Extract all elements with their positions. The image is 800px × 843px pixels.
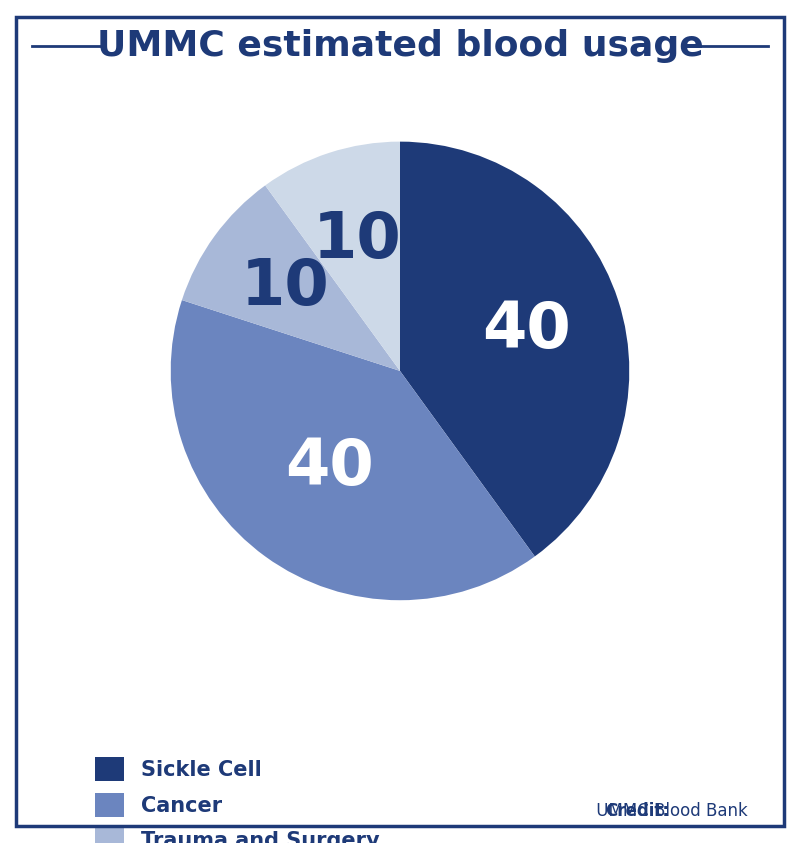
Text: 40: 40 [286,437,374,498]
Text: UMMC Blood Bank: UMMC Blood Bank [591,802,748,820]
Text: Credit:: Credit: [605,802,669,820]
Text: 10: 10 [313,209,402,271]
Wedge shape [400,142,630,556]
Wedge shape [182,185,400,371]
Wedge shape [266,142,400,371]
Wedge shape [170,300,534,600]
Text: 10: 10 [241,256,330,319]
Text: 40: 40 [482,298,571,361]
Text: UMMC estimated blood usage: UMMC estimated blood usage [97,30,703,63]
Legend: Sickle Cell, Cancer, Trauma and Surgery, Other: Sickle Cell, Cancer, Trauma and Surgery,… [95,757,379,843]
